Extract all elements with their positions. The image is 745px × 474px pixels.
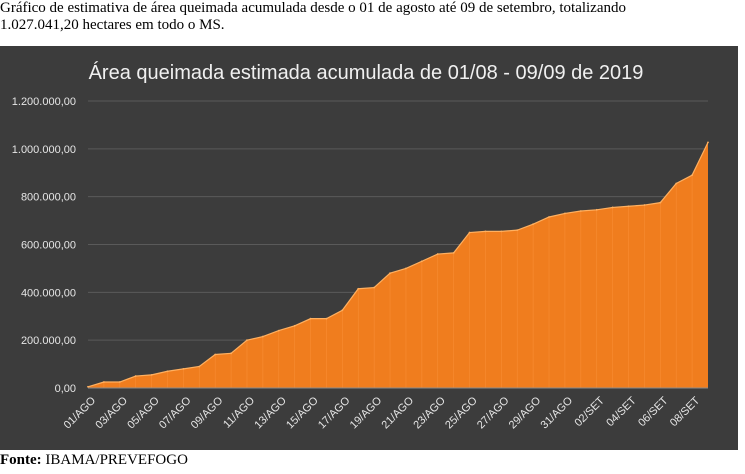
x-tick-label: 11/AGO — [221, 394, 257, 430]
x-tick-label: 04/SET — [604, 395, 639, 430]
x-tick-label: 29/AGO — [507, 394, 544, 431]
data-point — [118, 381, 121, 383]
data-point — [182, 367, 185, 370]
x-tick-label: 31/AGO — [539, 394, 576, 431]
data-point — [246, 339, 248, 342]
figure-caption: Gráfico de estimativa de área queimada a… — [0, 0, 745, 34]
data-point — [675, 182, 678, 185]
data-point — [102, 381, 105, 383]
area-line — [87, 142, 709, 388]
data-point — [341, 309, 344, 312]
data-point — [87, 385, 89, 388]
data-point — [691, 174, 694, 177]
x-tick-label: 01/AGO — [62, 394, 99, 431]
data-point — [420, 260, 423, 263]
y-tick-label: 200.000,00 — [21, 335, 76, 347]
x-tick-label: 19/AGO — [348, 394, 385, 431]
data-point — [532, 223, 535, 226]
x-tick-label: 15/AGO — [284, 394, 321, 431]
data-point — [659, 201, 662, 204]
x-tick-label: 09/AGO — [189, 394, 226, 431]
data-point — [707, 141, 709, 144]
data-point — [198, 365, 201, 368]
data-point — [627, 205, 630, 208]
x-tick-label: 03/AGO — [93, 394, 130, 431]
y-tick-label: 1.000.000,00 — [12, 144, 76, 156]
y-tick-label: 600.000,00 — [21, 240, 76, 252]
figure-source: Fonte: IBAMA/PREVEFOGO — [0, 452, 188, 469]
caption-line-2: 1.027.041,20 hectares em todo o MS. — [0, 17, 225, 33]
source-text: IBAMA/PREVEFOGO — [41, 452, 188, 468]
x-tick-label: 13/AGO — [252, 394, 289, 431]
data-point — [643, 204, 646, 206]
data-point — [293, 324, 296, 327]
chart-title: Área queimada estimada acumulada de 01/0… — [89, 61, 644, 84]
y-tick-label: 0,00 — [55, 383, 76, 395]
x-tick-label: 21/AGO — [380, 394, 417, 431]
data-point — [373, 286, 376, 289]
data-point — [468, 231, 471, 234]
x-tick-label: 17/AGO — [316, 394, 353, 431]
x-tick-label: 02/SET — [573, 395, 608, 430]
source-label: Fonte: — [0, 452, 42, 468]
data-point — [436, 253, 439, 255]
x-tick-label: 06/SET — [636, 395, 671, 430]
data-point — [150, 373, 153, 376]
data-point — [452, 251, 455, 254]
data-point — [261, 335, 264, 338]
area-chart: Área queimada estimada acumulada de 01/0… — [12, 61, 709, 431]
data-point — [166, 370, 169, 373]
y-axis: 0,00 200.000,00 400.000,00 600.000,00 800.00… — [12, 96, 76, 395]
caption-line-1: Gráfico de estimativa de área queimada a… — [0, 0, 627, 16]
data-point — [484, 230, 487, 233]
x-tick-label: 07/AGO — [157, 394, 194, 431]
data-point — [516, 229, 519, 232]
data-point — [595, 208, 598, 211]
data-point — [389, 272, 391, 275]
data-point — [564, 212, 566, 215]
data-point — [548, 216, 550, 218]
y-tick-label: 1.200.000,00 — [12, 96, 76, 108]
data-point — [357, 287, 360, 290]
data-point — [325, 317, 328, 320]
data-point — [611, 206, 614, 209]
y-tick-label: 800.000,00 — [21, 192, 76, 204]
x-tick-label: 08/SET — [668, 395, 703, 430]
area-series — [87, 141, 709, 388]
data-point — [277, 329, 280, 332]
area-fill — [88, 142, 708, 388]
data-point — [405, 267, 407, 270]
x-tick-label: 05/AGO — [125, 394, 162, 431]
x-tick-label: 23/AGO — [411, 394, 448, 431]
x-tick-label: 25/AGO — [443, 394, 480, 431]
data-point — [579, 210, 582, 212]
chart-panel: Área queimada estimada acumulada de 01/0… — [0, 46, 738, 450]
data-point — [214, 353, 217, 356]
data-point — [309, 317, 312, 320]
x-tick-label: 27/AGO — [475, 394, 512, 431]
data-point — [500, 230, 503, 233]
data-point — [134, 375, 137, 377]
data-point — [230, 352, 232, 355]
x-axis: 01/AGO03/AGO05/AGO07/AGO09/AGO11/AGO13/A… — [62, 387, 708, 431]
y-tick-label: 400.000,00 — [21, 287, 76, 299]
